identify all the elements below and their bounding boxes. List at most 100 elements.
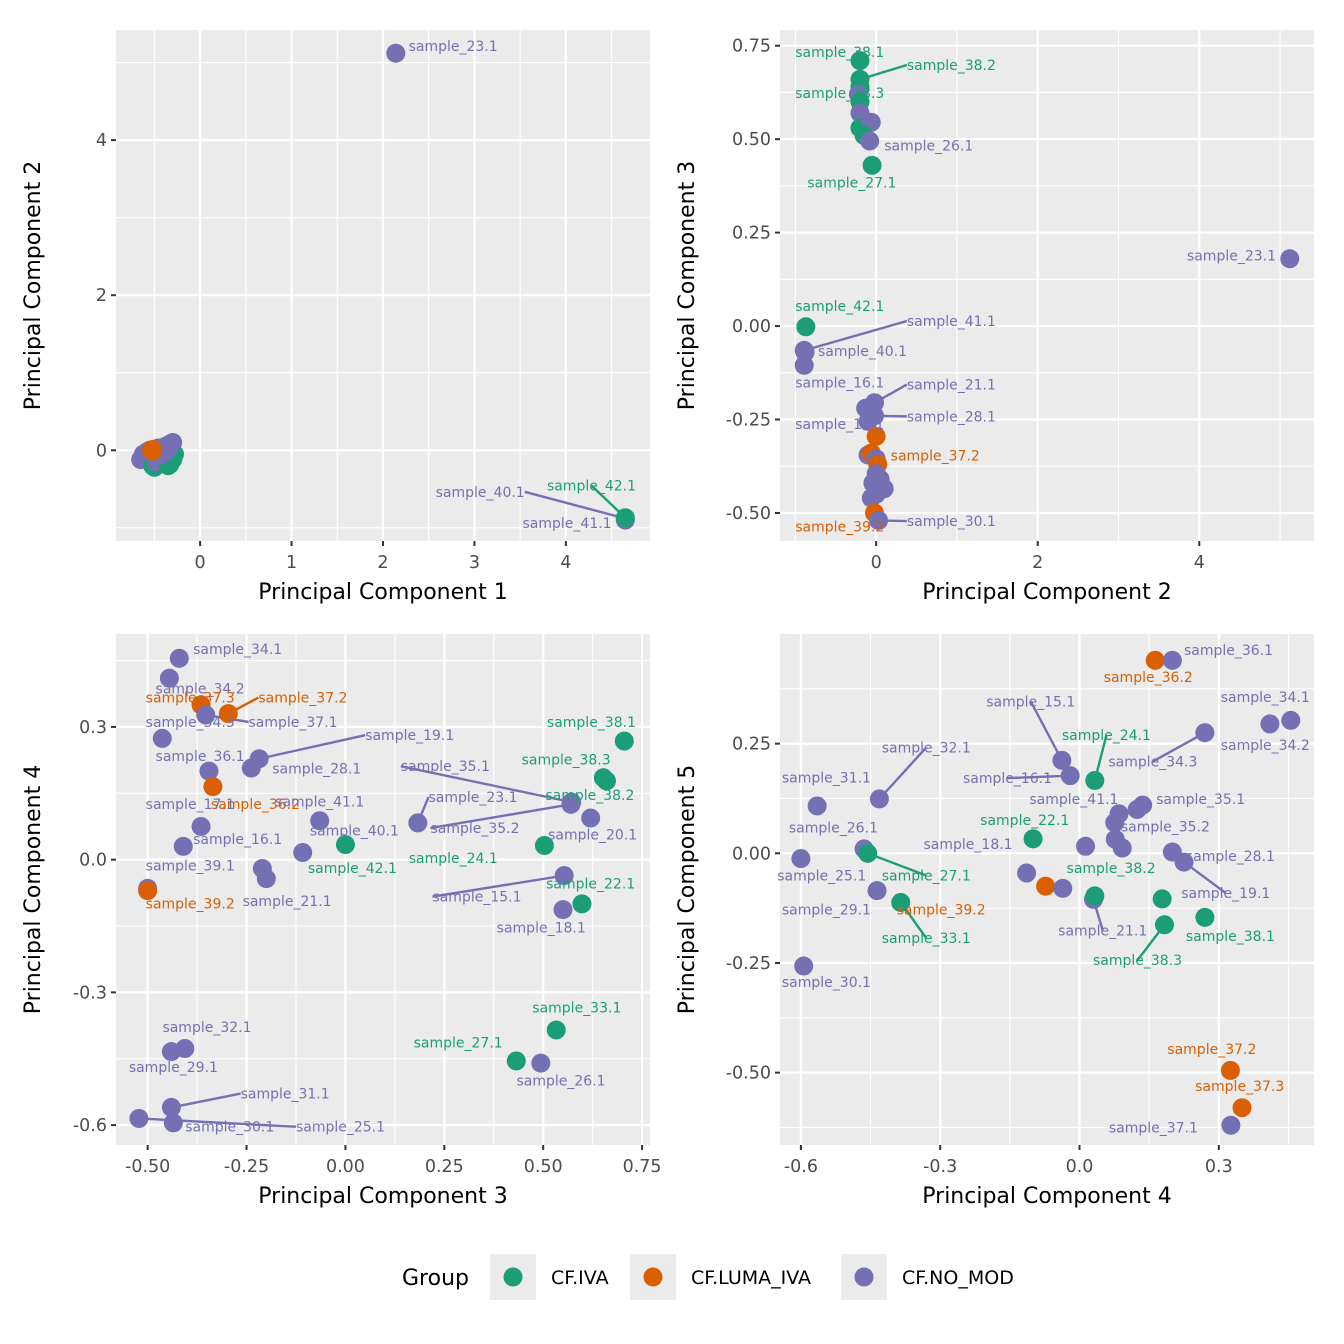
data-point[interactable]	[858, 843, 878, 863]
data-point[interactable]	[850, 51, 870, 71]
data-point[interactable]	[1145, 650, 1165, 670]
data-point[interactable]	[142, 440, 162, 460]
point-label: sample_42.1	[795, 299, 884, 315]
data-point[interactable]	[1060, 766, 1080, 786]
panel-pc4-pc5: -0.6 -0.3 0.0 0.3 0.25 0.00 -0.25 -0.50 Principa…	[675, 634, 1314, 1209]
data-point[interactable]	[1036, 876, 1056, 896]
legend-title: Group	[402, 1266, 469, 1291]
data-point[interactable]	[1053, 878, 1073, 898]
data-point[interactable]	[138, 881, 158, 901]
label-segment	[1152, 731, 1206, 763]
point-label: sample_38.3	[522, 753, 611, 769]
data-point[interactable]	[866, 426, 886, 446]
data-point[interactable]	[191, 816, 211, 836]
data-point[interactable]	[531, 1053, 551, 1073]
data-point[interactable]	[129, 1108, 149, 1128]
data-point[interactable]	[794, 355, 814, 375]
data-point[interactable]	[1085, 771, 1105, 791]
data-point[interactable]	[791, 849, 811, 869]
data-point[interactable]	[1281, 710, 1301, 730]
data-point[interactable]	[1052, 750, 1072, 770]
data-point[interactable]	[581, 808, 601, 828]
point-label: sample_33.1	[882, 931, 971, 947]
data-point[interactable]	[794, 956, 814, 976]
point-label: sample_42.1	[308, 861, 397, 877]
data-point[interactable]	[614, 731, 634, 751]
data-point[interactable]	[869, 789, 889, 809]
point-label: sample_28.1	[907, 409, 996, 425]
data-point[interactable]	[1105, 813, 1125, 833]
data-point[interactable]	[1221, 1115, 1241, 1135]
data-point[interactable]	[546, 1020, 566, 1040]
point-label: sample_30.1	[185, 1120, 274, 1136]
data-point[interactable]	[561, 794, 581, 814]
data-point[interactable]	[554, 866, 574, 886]
data-point[interactable]	[218, 704, 238, 724]
data-point[interactable]	[196, 705, 216, 725]
data-point[interactable]	[408, 813, 428, 833]
data-point[interactable]	[1152, 889, 1172, 909]
data-point[interactable]	[335, 835, 355, 855]
data-point[interactable]	[860, 131, 880, 151]
data-point[interactable]	[866, 484, 886, 504]
data-point[interactable]	[1260, 714, 1280, 734]
y-tick-label: -0.25	[726, 411, 771, 431]
data-point[interactable]	[161, 1042, 181, 1062]
data-point[interactable]	[1174, 852, 1194, 872]
points	[791, 650, 1301, 1135]
data-point[interactable]	[865, 393, 885, 413]
data-point[interactable]	[241, 758, 261, 778]
data-point[interactable]	[1154, 915, 1174, 935]
point-label: sample_15.1	[986, 694, 1075, 710]
data-point[interactable]	[1112, 838, 1132, 858]
data-point[interactable]	[1220, 1060, 1240, 1080]
data-point[interactable]	[506, 1051, 526, 1071]
data-point[interactable]	[1023, 829, 1043, 849]
point-label: sample_16.1	[193, 832, 282, 848]
data-point[interactable]	[553, 900, 573, 920]
data-point[interactable]	[386, 43, 406, 63]
data-point[interactable]	[869, 510, 889, 530]
data-point[interactable]	[891, 892, 911, 912]
data-point[interactable]	[293, 843, 313, 863]
data-point[interactable]	[1076, 836, 1096, 856]
point-label: sample_37.3	[146, 691, 235, 707]
data-point[interactable]	[596, 771, 616, 791]
data-point[interactable]	[858, 411, 878, 431]
data-point[interactable]	[1127, 799, 1147, 819]
data-point[interactable]	[796, 317, 816, 337]
data-point[interactable]	[1017, 863, 1037, 883]
data-point[interactable]	[169, 648, 189, 668]
data-point[interactable]	[310, 811, 330, 831]
data-point[interactable]	[534, 835, 554, 855]
data-point[interactable]	[161, 1097, 181, 1117]
data-point[interactable]	[152, 728, 172, 748]
data-point[interactable]	[173, 836, 193, 856]
data-point[interactable]	[615, 508, 635, 528]
point-label: sample_36.2	[211, 797, 300, 813]
data-point[interactable]	[203, 777, 223, 797]
data-point[interactable]	[807, 796, 827, 816]
legend-entry-cf-luma-iva[interactable]: CF.LUMA_IVA	[630, 1254, 811, 1300]
legend-entry-cf-no-mod[interactable]: CF.NO_MOD	[841, 1254, 1014, 1300]
data-point[interactable]	[163, 1113, 183, 1133]
data-point[interactable]	[199, 761, 219, 781]
data-point[interactable]	[1162, 650, 1182, 670]
point-label: sample_35.2	[1121, 819, 1210, 835]
point-label: sample_33.1	[532, 1000, 621, 1016]
data-point[interactable]	[1195, 907, 1215, 927]
data-point[interactable]	[572, 894, 592, 914]
legend-entry-cf-iva[interactable]: CF.IVA	[490, 1254, 609, 1300]
point-label: sample_19.1	[365, 728, 454, 744]
data-point[interactable]	[256, 869, 276, 889]
x-axis-title: Principal Component 3	[258, 1184, 507, 1209]
data-point[interactable]	[1085, 886, 1105, 906]
y-axis-title: Principal Component 4	[21, 765, 46, 1014]
data-point[interactable]	[867, 881, 887, 901]
data-point[interactable]	[862, 155, 882, 175]
data-point[interactable]	[1195, 723, 1215, 743]
data-point[interactable]	[1232, 1098, 1252, 1118]
data-point[interactable]	[159, 668, 179, 688]
x-tick-label: -0.6	[784, 1157, 818, 1177]
data-point[interactable]	[1280, 249, 1300, 269]
